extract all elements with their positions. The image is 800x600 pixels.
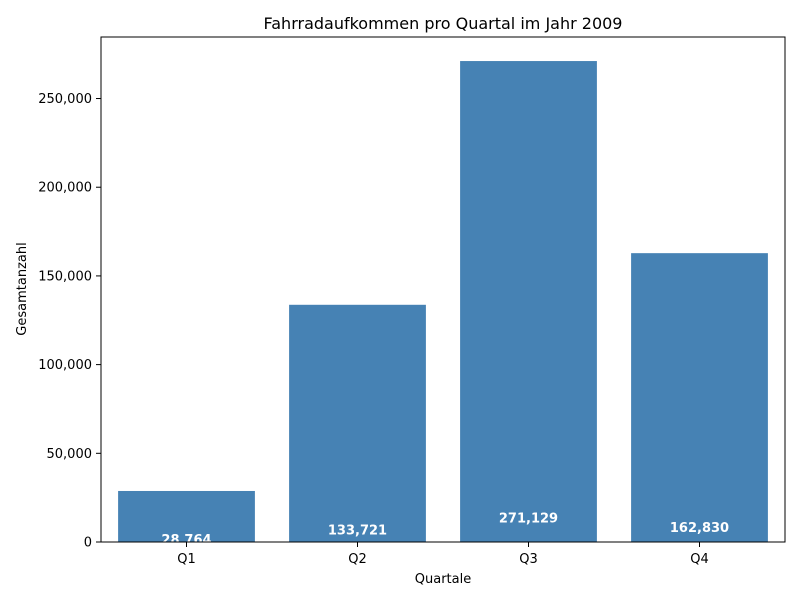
- plot-frame: [100, 36, 786, 543]
- bars-group: [118, 61, 768, 543]
- y-axis-label: Gesamtanzahl: [15, 242, 30, 335]
- y-axis-ticks: 0 50,000 100,000 150,000 200,000 250,000: [38, 92, 101, 551]
- x-axis-ticks: Q1 Q2 Q3 Q4: [177, 542, 709, 567]
- bar-value-label: 162,830: [670, 521, 729, 536]
- bar-value-label: 28,764: [161, 533, 211, 548]
- bar-q3: [460, 61, 597, 542]
- bar-value-label: 133,721: [328, 524, 387, 539]
- y-tick-label: 0: [84, 536, 92, 551]
- y-tick-label: 150,000: [38, 269, 92, 284]
- bar-q2: [289, 304, 426, 542]
- y-tick-label: 250,000: [38, 92, 92, 107]
- bar-q1: [118, 490, 255, 542]
- x-tick-label: Q1: [177, 552, 196, 567]
- y-tick-label: 200,000: [38, 181, 92, 196]
- x-axis-label: Quartale: [415, 572, 471, 587]
- bar-q4: [631, 253, 768, 543]
- chart-title: Fahrradaufkommen pro Quartal im Jahr 200…: [264, 14, 623, 33]
- x-tick-label: Q3: [519, 552, 538, 567]
- x-tick-label: Q2: [348, 552, 367, 567]
- y-tick-label: 50,000: [47, 447, 93, 462]
- bar-value-label: 271,129: [499, 511, 558, 526]
- y-tick-label: 100,000: [38, 358, 92, 373]
- bar-labels-group: 28,764 133,721 271,129 162,830: [161, 511, 729, 547]
- x-tick-label: Q4: [690, 552, 709, 567]
